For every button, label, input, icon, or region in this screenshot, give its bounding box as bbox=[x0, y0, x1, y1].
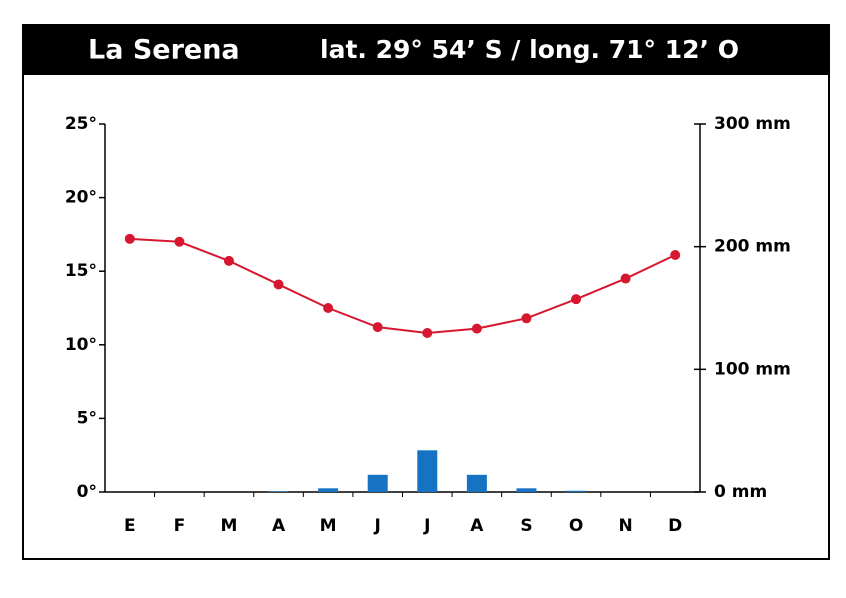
x-tick-label: O bbox=[569, 516, 583, 536]
temperature-point bbox=[670, 250, 681, 261]
y2-tick-label: 0 mm bbox=[714, 482, 767, 502]
y2-tick-label: 200 mm bbox=[714, 237, 791, 257]
precipitation-bar bbox=[516, 488, 537, 492]
y-tick-label: 25° bbox=[65, 114, 97, 134]
temperature-point bbox=[223, 255, 234, 266]
precipitation-bar bbox=[417, 450, 438, 492]
y2-tick-label: 300 mm bbox=[714, 114, 791, 134]
temperature-point bbox=[571, 294, 582, 305]
temperature-point bbox=[323, 303, 334, 313]
x-tick-label: D bbox=[668, 516, 682, 536]
x-tick-label: S bbox=[520, 516, 532, 536]
x-tick-label: F bbox=[174, 516, 186, 536]
temperature-point bbox=[521, 313, 532, 324]
x-tick-label: M bbox=[220, 516, 237, 536]
x-tick-label: A bbox=[470, 516, 484, 536]
y-tick-label: 5° bbox=[77, 408, 97, 428]
precipitation-bar bbox=[367, 474, 388, 492]
temperature-point bbox=[471, 323, 482, 334]
precipitation-bar bbox=[466, 474, 487, 492]
y-tick-label: 10° bbox=[65, 335, 97, 355]
temperature-point bbox=[174, 236, 185, 247]
y2-tick-label: 100 mm bbox=[714, 359, 791, 379]
x-tick-label: J bbox=[374, 516, 381, 536]
temperature-point bbox=[273, 279, 284, 290]
y-tick-label: 15° bbox=[65, 261, 97, 281]
precipitation-bar bbox=[268, 491, 289, 492]
x-tick-label: N bbox=[619, 516, 633, 536]
chart-subtitle: lat. 29° 54’ S / long. 71° 12’ O bbox=[320, 35, 739, 64]
x-tick-label: A bbox=[272, 516, 286, 536]
x-tick-label: E bbox=[124, 516, 136, 536]
temperature-point bbox=[124, 233, 135, 244]
precipitation-bar bbox=[318, 488, 339, 492]
temperature-point bbox=[620, 273, 631, 284]
y-tick-label: 0° bbox=[77, 482, 97, 502]
temperature-point bbox=[372, 322, 383, 333]
title-bar bbox=[23, 25, 829, 75]
temperature-point bbox=[422, 328, 433, 339]
chart-title: La Serena bbox=[88, 35, 240, 66]
x-tick-label: M bbox=[320, 516, 337, 536]
precipitation-bar bbox=[566, 490, 587, 492]
x-tick-label: J bbox=[423, 516, 430, 536]
temperature-line bbox=[129, 237, 676, 335]
y-tick-label: 20° bbox=[65, 188, 97, 208]
